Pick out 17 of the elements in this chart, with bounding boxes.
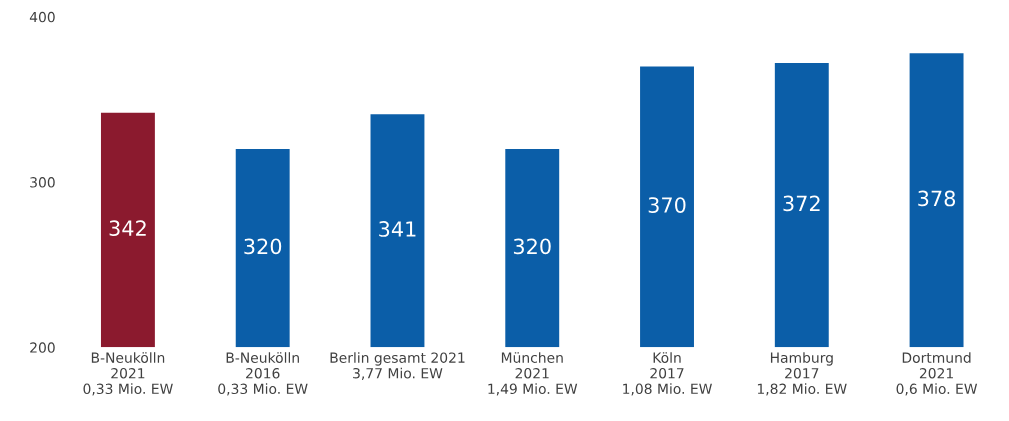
data-label: 370 <box>648 197 686 213</box>
x-tick-label: München 2021 1,49 Mio. EW <box>488 352 578 396</box>
data-label: 372 <box>783 195 820 212</box>
x-tick-label: Berlin gesamt 2021 3,77 Mio. EW <box>330 352 465 380</box>
data-label: 320 <box>513 238 551 255</box>
y-tick-label: 400 <box>29 11 55 23</box>
x-tick-label: Hamburg 2017 1,82 Mio. EW <box>757 352 847 396</box>
y-tick-label: 300 <box>30 177 55 188</box>
x-tick-label: B-Neukölln 2021 0,33 Mio. EW <box>83 352 173 396</box>
x-tick-label: Dortmund 2021 0,6 Mio. EW <box>896 352 978 396</box>
data-label: 342 <box>109 220 146 237</box>
y-tick-label: 200 <box>30 342 55 353</box>
x-tick-label: Köln 2017 1,08 Mio. EW <box>623 352 712 396</box>
data-label: 320 <box>244 238 282 255</box>
x-tick-label: B-Neukölln 2016 0,33 Mio. EW <box>218 352 308 396</box>
data-label: 378 <box>918 190 956 207</box>
data-label: 341 <box>379 221 416 237</box>
